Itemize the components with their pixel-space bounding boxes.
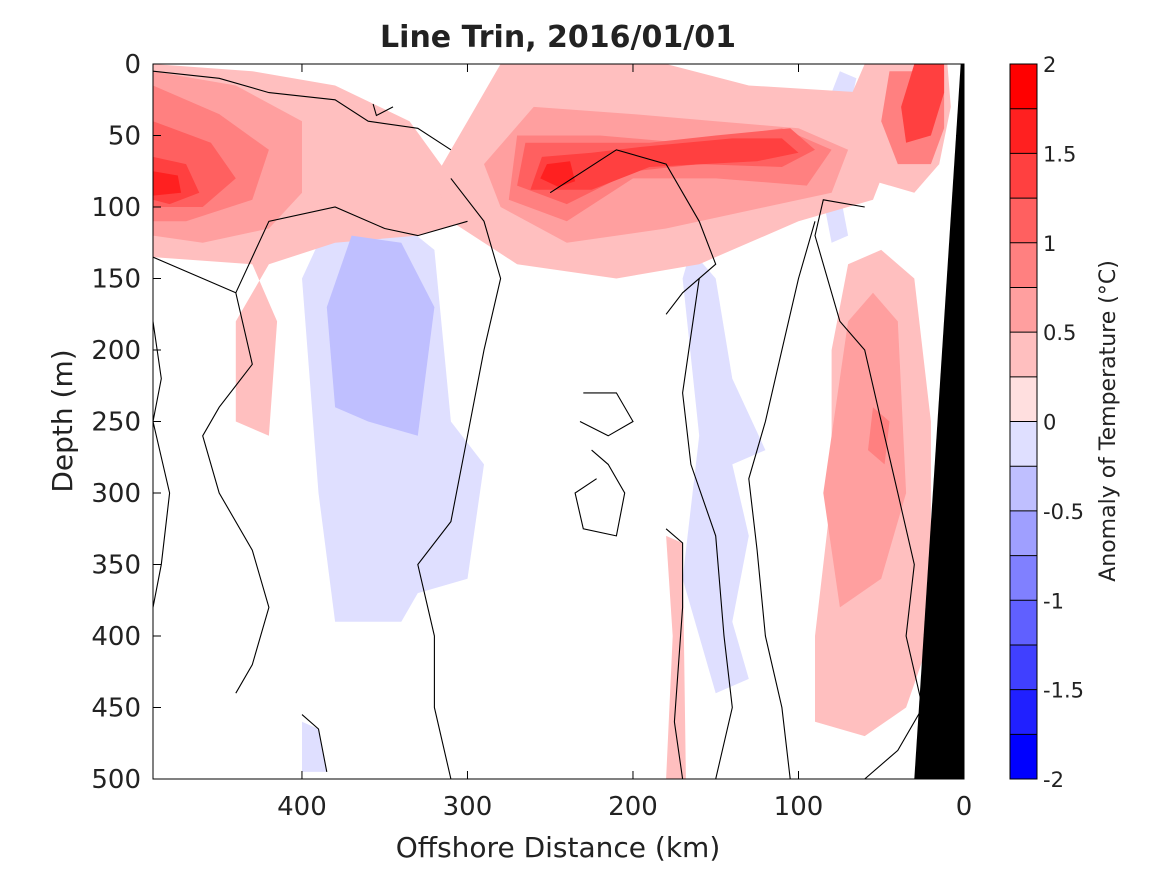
x-axis: 400 300 200 100 0 — [277, 64, 972, 822]
colorbar-band — [1010, 689, 1037, 735]
colorbar-band — [1010, 510, 1037, 557]
zero-contour-line — [417, 178, 502, 779]
x-tick-label: 0 — [956, 792, 973, 822]
colorbar-tick-label: -0.5 — [1043, 500, 1084, 524]
warm-anomaly-region — [823, 292, 907, 608]
colorbar-band — [1010, 376, 1037, 422]
colorbar-band — [1010, 555, 1037, 601]
y-tick-label: 300 — [91, 479, 141, 509]
colorbar-band — [1010, 64, 1037, 110]
y-axis: 0 50 100 150 200 250 300 350 400 450 500 — [91, 50, 964, 795]
y-tick-label: 50 — [108, 122, 141, 152]
zero-contour-line — [235, 206, 468, 294]
colorbar-band — [1010, 108, 1037, 154]
colorbar-tick-label: 1 — [1043, 232, 1056, 256]
y-tick-label: 150 — [91, 265, 141, 295]
y-tick-label: 350 — [91, 551, 141, 581]
colorbar-tick-label: 1.5 — [1043, 142, 1076, 166]
cold-anomaly-region — [682, 249, 766, 694]
colorbar-band — [1010, 600, 1037, 646]
zero-contour-line — [579, 392, 634, 437]
colorbar-band — [1010, 332, 1037, 378]
y-tick-label: 500 — [91, 765, 141, 795]
colorbar-tick-label: 0 — [1043, 411, 1056, 435]
zero-contour-line — [682, 278, 733, 779]
y-tick-label: 250 — [91, 408, 141, 438]
zero-contour-line — [153, 70, 452, 151]
zero-contour-line — [549, 149, 717, 315]
y-tick-label: 0 — [124, 50, 141, 80]
warm-anomaly-region — [540, 161, 576, 187]
colorbar-tick-label: 2 — [1043, 53, 1056, 77]
colorbar-frame — [1009, 63, 1038, 780]
x-tick-label: 100 — [774, 792, 824, 822]
colorbar-band — [1010, 242, 1037, 288]
x-tick-label: 200 — [608, 792, 658, 822]
colorbar-band — [1010, 287, 1037, 333]
colorbar-ticks: 2 1.5 1 0.5 0 -0.5 -1 -1.5 -2 — [1043, 53, 1084, 792]
x-tick-label: 400 — [277, 792, 327, 822]
y-tick-label: 100 — [91, 193, 141, 223]
colorbar-tick-label: -2 — [1043, 768, 1064, 792]
colorbar-band — [1010, 644, 1037, 691]
zero-contour-line — [814, 199, 924, 779]
colorbar-band — [1010, 198, 1037, 244]
chart-title: Line Trin, 2016/01/01 — [380, 20, 736, 55]
colorbar-tick-label: -1.5 — [1043, 679, 1084, 703]
colorbar-label: Anomaly of Temperature (°C) — [1096, 260, 1121, 582]
zero-contour-line — [665, 528, 684, 779]
zero-contour-line — [153, 256, 270, 694]
cold-anomaly-region — [326, 235, 435, 436]
warm-anomaly-region — [901, 64, 945, 143]
colorbar-band — [1010, 466, 1037, 512]
colorbar-tick-label: -1 — [1043, 589, 1064, 613]
colorbar-band — [1010, 153, 1037, 199]
zero-contour-line — [301, 714, 328, 773]
bathymetry-mask — [914, 64, 964, 779]
zero-contour-line — [748, 221, 816, 779]
y-axis-label: Depth (m) — [46, 349, 79, 492]
y-tick-label: 400 — [91, 622, 141, 652]
x-tick-label: 300 — [443, 792, 493, 822]
zero-contour-line — [574, 449, 626, 537]
zero-contour-line — [372, 103, 394, 117]
y-tick-label: 450 — [91, 694, 141, 724]
y-tick-label: 200 — [91, 336, 141, 366]
colorbar-band — [1010, 421, 1037, 467]
colorbar-tick-label: 0.5 — [1043, 321, 1076, 345]
warm-anomaly-region — [666, 535, 686, 779]
cold-anomaly-region — [302, 721, 327, 772]
warm-anomaly-region — [153, 171, 182, 196]
colorbar — [1009, 63, 1038, 780]
colorbar-band — [1010, 734, 1037, 780]
zero-contour-line — [153, 321, 171, 608]
plot-area — [153, 64, 964, 779]
warm-anomaly-region — [868, 407, 890, 465]
x-axis-label: Offshore Distance (km) — [396, 831, 721, 864]
